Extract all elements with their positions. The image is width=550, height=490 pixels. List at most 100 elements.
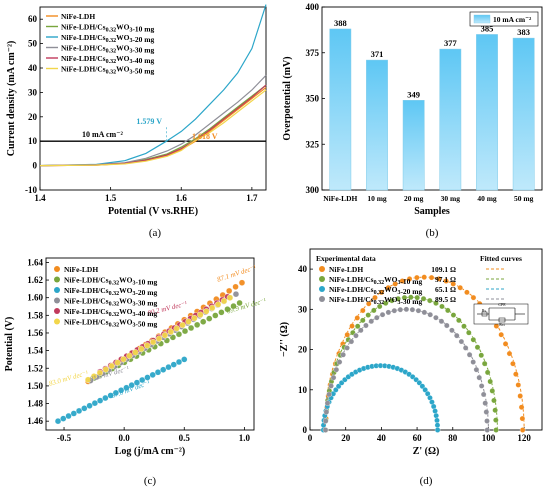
a-x-tick-label: 1.5 xyxy=(105,193,117,203)
d-data-point xyxy=(326,391,332,398)
d-data-point xyxy=(480,391,487,398)
a-series-line xyxy=(39,74,267,167)
c-data-point xyxy=(149,338,157,346)
a-series-line xyxy=(39,87,267,167)
c-y-tick-label: 1.64 xyxy=(27,257,43,267)
d-data-point xyxy=(478,383,485,389)
c-data-point xyxy=(112,389,120,397)
d-legend-swatch xyxy=(319,276,325,282)
d-data-point xyxy=(493,427,499,433)
d-legend-title-left: Experimental data xyxy=(316,254,376,263)
d-data-point xyxy=(333,387,339,393)
c-y-tick-label: 1.48 xyxy=(27,399,43,409)
c-data-point xyxy=(91,399,99,407)
c-data-point xyxy=(144,374,151,381)
d-data-point xyxy=(432,408,438,414)
d-data-point xyxy=(484,427,490,433)
b-bar-value-label: 383 xyxy=(517,27,530,37)
d-data-point xyxy=(434,417,440,424)
d-data-point xyxy=(363,322,369,329)
d-data-point xyxy=(517,393,523,399)
c-data-point xyxy=(191,315,198,322)
d-data-point xyxy=(464,289,470,296)
a-y-tick-label: 30 xyxy=(28,87,38,97)
chart-a: 1.4 1.5 1.6 1.7 -10 0 10 20 30 40 50 60 10 mA cm⁻² 1.… xyxy=(6,4,267,239)
c-data-point xyxy=(84,376,92,383)
d-data-point xyxy=(434,422,441,428)
d-y-tick-label: 40 xyxy=(298,264,308,274)
c-data-point xyxy=(230,302,237,310)
c-data-point xyxy=(126,352,133,359)
d-data-point xyxy=(445,307,451,314)
d-data-point xyxy=(330,374,337,381)
a-x-axis-label: Potential (V vs.RHE) xyxy=(108,206,198,217)
d-data-point xyxy=(433,412,439,419)
b-bar-value-label: 349 xyxy=(407,89,420,99)
c-y-tick-label: 1.58 xyxy=(27,310,43,320)
c-data-point xyxy=(102,394,109,402)
d-data-point xyxy=(374,314,380,321)
c-legend-entry: NiFe-LDH/Cs0.32WO3-50 mg xyxy=(64,318,158,329)
d-data-point xyxy=(502,341,509,347)
c-legend-swatch xyxy=(54,318,60,325)
c-data-point xyxy=(54,417,62,425)
d-data-point xyxy=(439,303,445,310)
a-x-tick-label: 1.7 xyxy=(246,193,258,203)
d-y-tick-label: 20 xyxy=(298,345,308,355)
c-data-point xyxy=(154,369,162,376)
d-circuit-label: Rs xyxy=(482,308,487,313)
c-y-tick-label: 1.56 xyxy=(27,328,43,338)
d-data-point xyxy=(409,306,416,313)
a-annotation-label: 1.579 V xyxy=(136,117,162,126)
d-data-point xyxy=(489,388,496,394)
d-data-point xyxy=(401,294,408,301)
a-annotation-label: 1.618 V xyxy=(192,132,218,141)
d-legend-entry: NiFe-LDH xyxy=(329,265,363,274)
d-legend-title-right: Fitted curves xyxy=(480,254,522,263)
c-data-point xyxy=(232,283,239,291)
d-data-point xyxy=(427,311,433,318)
c-legend-entry: NiFe-LDH/Cs0.32WO3-10 mg xyxy=(64,276,158,287)
c-data-point xyxy=(149,371,156,379)
d-data-point xyxy=(498,331,504,338)
c-y-tick-label: 1.50 xyxy=(27,381,43,391)
b-y-tick-label: 350 xyxy=(306,94,320,104)
d-x-tick-label: 0 xyxy=(308,433,313,443)
c-data-point xyxy=(218,309,225,316)
d-data-point xyxy=(379,311,386,318)
c-legend-swatch xyxy=(54,276,60,283)
a-y-axis-label: Current density (mA cm⁻²) xyxy=(6,41,17,157)
d-data-point xyxy=(434,427,441,433)
d-data-point xyxy=(487,378,493,385)
b-bar-value-label: 388 xyxy=(334,18,347,28)
d-data-point xyxy=(353,332,359,339)
c-slope-label: 83.0 mV dec⁻¹ xyxy=(48,369,89,388)
d-circuit-rs xyxy=(481,311,488,317)
b-category-label: 50 mg xyxy=(514,194,534,203)
d-data-point xyxy=(414,294,420,301)
c-data-point xyxy=(200,318,207,325)
d-plot-frame xyxy=(309,248,543,431)
c-data-point xyxy=(212,312,219,319)
c-data-point xyxy=(175,331,183,338)
d-data-point xyxy=(368,318,375,325)
a-legend-entry: NiFe-LDH/Cs0.32WO3-40 mg xyxy=(61,54,155,65)
c-data-point xyxy=(65,412,72,420)
d-data-point xyxy=(510,360,516,367)
d-data-point xyxy=(360,307,366,314)
d-data-point xyxy=(378,289,385,296)
a-y-tick-label: 50 xyxy=(28,39,38,49)
d-data-point xyxy=(348,338,355,345)
d-data-point xyxy=(415,307,422,314)
d-data-point xyxy=(476,374,482,381)
c-data-point xyxy=(181,356,188,363)
d-legend-value: 97.1 Ω xyxy=(435,275,456,284)
d-data-point xyxy=(474,344,481,350)
d-data-point xyxy=(428,274,435,281)
c-x-axis-label: Log (j/mA cm⁻²) xyxy=(115,446,185,457)
d-legend-value: 65.1 Ω xyxy=(435,285,456,294)
a-x-tick-label: 1.6 xyxy=(176,193,188,203)
c-slope-label: 67.0 mV dec⁻¹ xyxy=(110,379,151,400)
c-data-point xyxy=(117,387,125,394)
c-y-axis-label: Potential (V) xyxy=(4,317,15,372)
